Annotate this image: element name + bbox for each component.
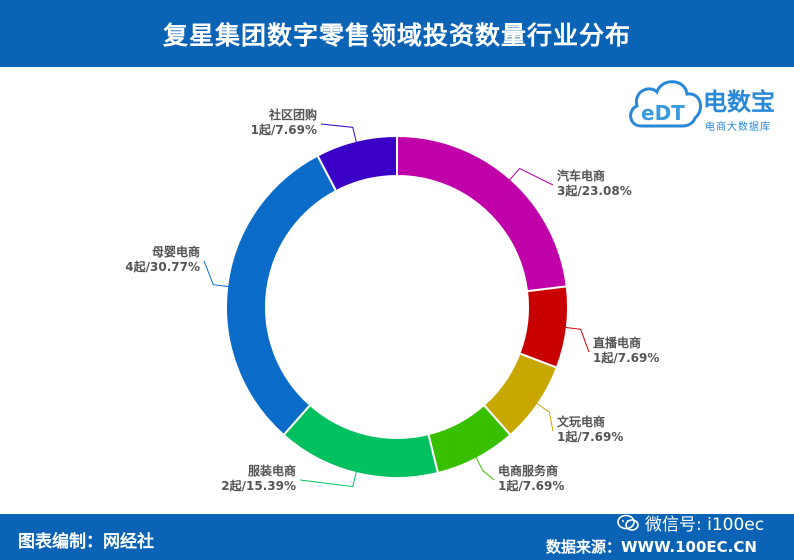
slice-name-label: 母婴电商 [152, 244, 200, 259]
header-bar: 复星集团数字零售领域投资数量行业分布 [0, 0, 794, 67]
donut-chart: 汽车电商3起/23.08%直播电商1起/7.69%文玩电商1起/7.69%电商服… [125, 107, 659, 493]
wechat-icon [617, 514, 639, 531]
logo-tagline: 电商大数据库 [705, 122, 771, 133]
leader-line-直播电商 [564, 326, 590, 353]
page-title: 复星集团数字零售领域投资数量行业分布 [162, 20, 631, 50]
slice-value-label: 1起/7.69% [251, 122, 317, 137]
wechat-id: 微信号: i100ec [617, 510, 764, 535]
slice-name-label: 服装电商 [248, 463, 296, 478]
leader-line-电商服务商 [475, 456, 495, 481]
leader-line-汽车电商 [508, 167, 554, 186]
slice-name-label: 文玩电商 [557, 414, 605, 429]
slice-value-label: 4起/30.77% [125, 259, 200, 274]
slice-value-label: 1起/7.69% [498, 478, 564, 493]
leader-line-文玩电商 [535, 402, 554, 432]
logo: eDT 电数宝 电商大数据库 [627, 70, 792, 134]
chart-credit: 图表编制：网经社 [18, 532, 154, 552]
leader-line-社区团购 [320, 123, 358, 144]
slice-社区团购 [316, 134, 398, 193]
logo-brand: 电数宝 [703, 88, 775, 116]
logo-mark: eDT [641, 101, 685, 125]
slice-汽车电商 [396, 134, 568, 293]
slice-value-label: 1起/7.69% [593, 350, 659, 365]
leader-line-母婴电商 [203, 260, 230, 288]
leader-line-服装电商 [299, 470, 358, 488]
data-source: 数据来源：WWW.100EC.CN [546, 538, 757, 556]
slice-name-label: 社区团购 [268, 107, 317, 122]
slice-value-label: 1起/7.69% [557, 429, 623, 444]
slice-name-label: 电商服务商 [498, 463, 558, 478]
wechat-label: 微信号: i100ec [645, 515, 765, 535]
slice-value-label: 2起/15.39% [221, 478, 296, 493]
slice-服装电商 [282, 403, 440, 479]
cloud-logo-icon: eDT [629, 80, 703, 128]
slice-母婴电商 [225, 154, 338, 437]
slice-name-label: 汽车电商 [557, 168, 605, 183]
slice-value-label: 3起/23.08% [557, 183, 632, 198]
footer-bar: 图表编制：网经社 数据来源：WWW.100EC.CN [0, 514, 794, 560]
slice-name-label: 直播电商 [593, 335, 641, 350]
